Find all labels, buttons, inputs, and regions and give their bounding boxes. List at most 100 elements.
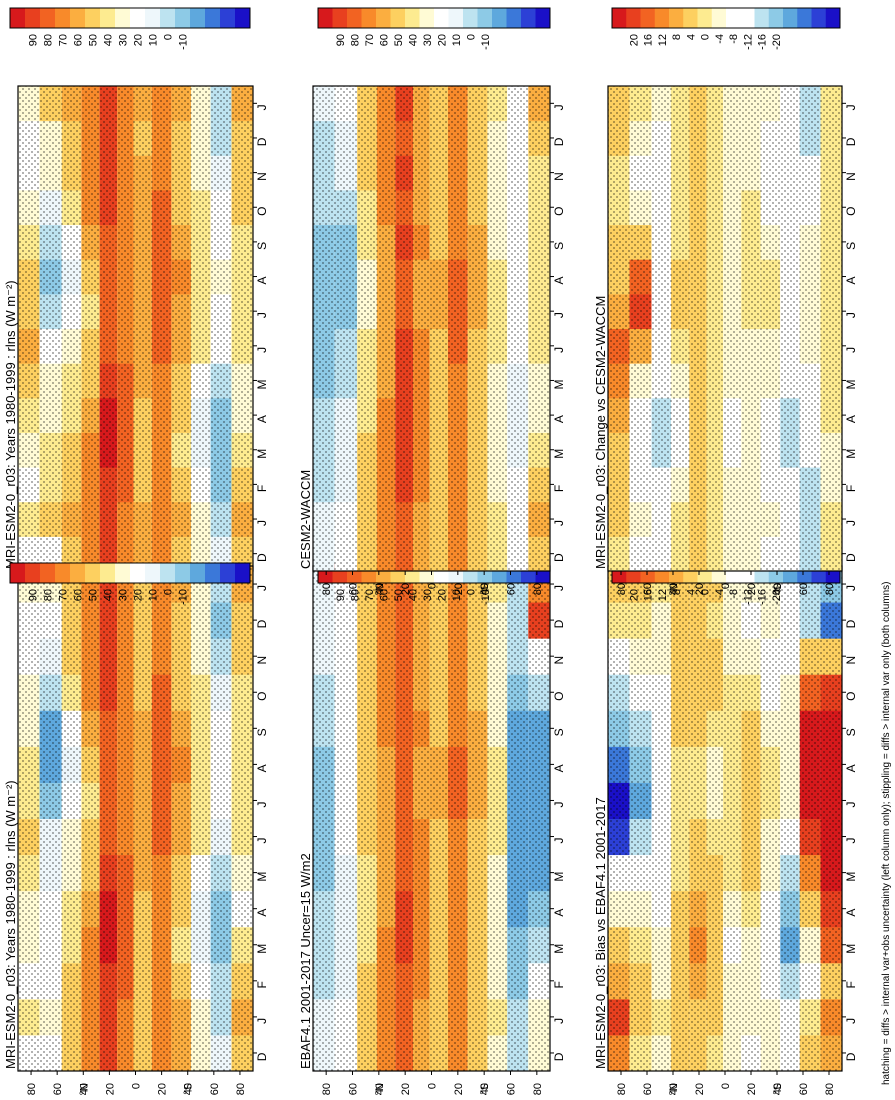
colorbar-swatch: [361, 8, 377, 28]
lat-tick-label: 20: [746, 583, 758, 595]
colorbar-tick-label: -10: [178, 589, 190, 605]
month-tick-label: S: [552, 242, 566, 250]
colorbar-tick-label: 10: [451, 589, 463, 601]
lat-tick-label: 60: [52, 1083, 64, 1095]
month-tick-label: J: [552, 347, 566, 353]
colorbar-tick-label: 70: [58, 589, 70, 601]
month-tick-label: N: [552, 656, 566, 665]
month-tick-label: J: [255, 104, 269, 110]
colorbar-tick-label: 0: [465, 589, 477, 595]
colorbar-tick-label: 10: [148, 589, 160, 601]
month-tick-label: S: [844, 242, 858, 250]
colorbar-swatch: [115, 8, 131, 28]
month-tick-label: A: [844, 909, 858, 917]
month-tick-label: J: [844, 104, 858, 110]
colorbar-tick-label: 90: [28, 589, 40, 601]
colorbar-tick-label: 60: [73, 34, 85, 46]
colorbar-swatch: [130, 8, 146, 28]
figure-footer: hatching = diffs > internal var+obs unce…: [881, 581, 892, 1085]
month-tick-label: O: [552, 692, 566, 701]
month-tick-label: A: [255, 909, 269, 917]
colorbar-tick-label: 16: [643, 34, 655, 46]
colorbar-tick-label: 40: [103, 34, 115, 46]
colorbar-tick-label: 8: [671, 589, 683, 595]
colorbar-swatch: [55, 8, 71, 28]
panels: DJFMAMJJASONDJ80604020020406080°N°SMRI-E…: [3, 7, 858, 1095]
colorbar-swatch: [419, 8, 435, 28]
lat-tick-label: 60: [642, 1083, 654, 1095]
colorbar-swatch: [754, 8, 770, 28]
lat-tick-label: 80: [824, 583, 836, 595]
month-tick-label: J: [255, 585, 269, 591]
month-tick-label: O: [552, 207, 566, 216]
colorbar-swatch: [726, 8, 741, 28]
month-tick-label: D: [552, 137, 566, 146]
colorbar-tick-label: 90: [335, 34, 347, 46]
colorbar-swatch: [115, 563, 131, 583]
stipple-overlay: [18, 86, 253, 571]
colorbar-swatch: [145, 8, 161, 28]
colorbar-tick-label: -10: [480, 589, 492, 605]
month-tick-label: A: [844, 415, 858, 423]
month-tick-label: F: [255, 485, 269, 492]
colorbar-tick-label: 20: [628, 34, 640, 46]
colorbar-swatch: [10, 563, 26, 583]
colorbar-frame: [9, 562, 251, 584]
colorbar-swatch: [797, 8, 812, 28]
lat-tick-label: 20: [400, 1083, 412, 1095]
colorbar-swatch: [25, 563, 41, 583]
colorbar-swatch: [768, 8, 784, 28]
colorbar-tick-label: 8: [671, 34, 683, 40]
colorbar-tick-label: 40: [407, 34, 419, 46]
lat-tick-label: 40: [668, 583, 680, 595]
colorbar-swatch: [220, 563, 236, 583]
panel-title: MRI-ESM2-0_r03: Years 1980-1999 : rlns (…: [3, 780, 18, 1069]
colorbar-tick-label: 20: [628, 589, 640, 601]
colorbar-tick-label: 0: [163, 589, 175, 595]
colorbar-tick-label: -12: [742, 34, 754, 50]
colorbar-tick-label: 0: [465, 34, 477, 40]
colorbar-tick-label: -8: [728, 34, 740, 44]
month-tick-label: N: [255, 656, 269, 665]
colorbar-tick-label: 70: [58, 34, 70, 46]
month-tick-label: M: [255, 872, 269, 882]
colorbar-swatch: [10, 8, 26, 28]
month-tick-label: S: [255, 728, 269, 736]
colorbar-tick-label: -10: [178, 34, 190, 50]
month-tick-label: J: [552, 312, 566, 318]
colorbar-swatch: [669, 8, 684, 28]
colorbar-frame: [9, 7, 251, 29]
colorbar-tick-label: -10: [480, 34, 492, 50]
colorbar-swatch: [190, 8, 206, 28]
colorbar-tick-label: 50: [393, 589, 405, 601]
colorbar-tick-label: 30: [118, 34, 130, 46]
colorbar-tick-label: 50: [88, 34, 100, 46]
colorbar-tick-label: 30: [118, 589, 130, 601]
lat-tick-label: 80: [532, 1083, 544, 1095]
colorbar-swatch: [521, 8, 536, 28]
panel-p2: D J F M A M J J A S O N D J 80 60 40 20 0 20 40 60 80 °N °S MRI-E…: [3, 562, 269, 1095]
colorbar-swatch: [640, 8, 656, 28]
lat-unit-south: °S: [772, 1083, 784, 1095]
colorbar-swatch: [235, 563, 251, 583]
colorbar-tick-label: 4: [685, 589, 697, 595]
lat-tick-label: 20: [400, 583, 412, 595]
lat-tick-label: 0: [720, 1083, 732, 1089]
colorbar-swatch: [220, 8, 236, 28]
month-tick-label: D: [255, 619, 269, 628]
colorbar-tick-label: 80: [349, 589, 361, 601]
colorbar-swatch: [811, 8, 827, 28]
colorbar-swatch: [332, 8, 348, 28]
panel-title: MRI-ESM2-0_r03: Years 1980-1999 : rlns (…: [3, 280, 18, 569]
month-tick-label: J: [844, 838, 858, 844]
lat-tick-label: 40: [78, 1083, 90, 1095]
colorbar-swatch: [477, 8, 493, 28]
month-tick-label: A: [552, 415, 566, 423]
colorbar-tick-label: -20: [771, 34, 783, 50]
colorbar-tick-label: -16: [757, 589, 769, 605]
colorbar-swatch: [190, 563, 206, 583]
month-tick-label: J: [844, 312, 858, 318]
colorbar-tick-label: -20: [771, 589, 783, 605]
colorbar-swatch: [235, 8, 251, 28]
colorbar-swatch: [160, 563, 176, 583]
